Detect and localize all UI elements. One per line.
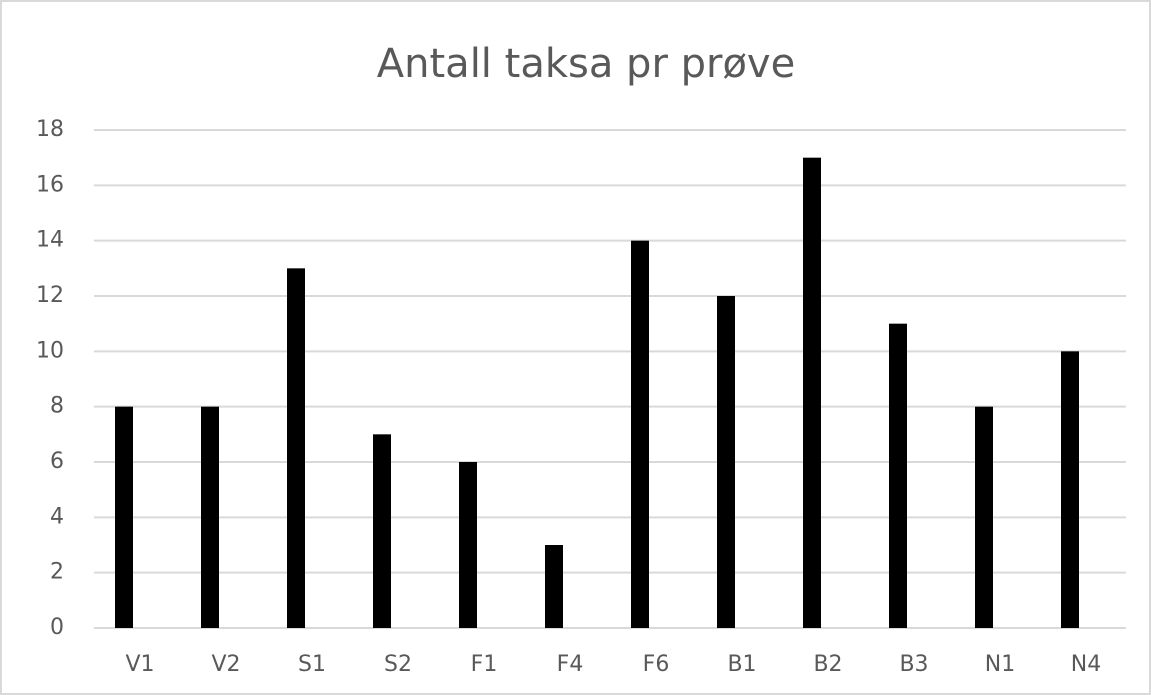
bar bbox=[803, 157, 821, 628]
bar bbox=[287, 268, 305, 628]
y-tick-label: 14 bbox=[36, 228, 64, 253]
y-tick-label: 6 bbox=[50, 449, 64, 474]
bar bbox=[373, 434, 391, 628]
x-tick-label: N1 bbox=[985, 652, 1015, 677]
y-tick-label: 2 bbox=[50, 560, 64, 585]
bar bbox=[459, 462, 477, 628]
y-tick-label: 10 bbox=[36, 338, 64, 363]
x-tick-label: S2 bbox=[384, 652, 412, 677]
bar bbox=[889, 323, 907, 628]
x-tick-label: N4 bbox=[1071, 652, 1101, 677]
x-tick-label: S1 bbox=[298, 652, 326, 677]
bar bbox=[717, 296, 735, 628]
bar bbox=[631, 240, 649, 628]
y-tick-label: 12 bbox=[36, 283, 64, 308]
x-tick-label: B3 bbox=[899, 652, 928, 677]
x-tick-label: V2 bbox=[211, 652, 240, 677]
x-tick-label: B1 bbox=[727, 652, 756, 677]
x-tick-label: F4 bbox=[557, 652, 584, 677]
y-tick-label: 8 bbox=[50, 394, 64, 419]
x-tick-label: B2 bbox=[813, 652, 842, 677]
y-tick-label: 18 bbox=[36, 117, 64, 142]
x-tick-label: V1 bbox=[125, 652, 154, 677]
y-tick-label: 16 bbox=[36, 172, 64, 197]
x-tick-label: F6 bbox=[643, 652, 670, 677]
bar bbox=[545, 545, 563, 628]
bar bbox=[201, 406, 219, 628]
bar bbox=[1061, 351, 1079, 628]
x-tick-label: F1 bbox=[471, 652, 498, 677]
chart-title: Antall taksa pr prøve bbox=[377, 41, 795, 87]
bar bbox=[975, 406, 993, 628]
y-tick-label: 0 bbox=[50, 615, 64, 640]
y-tick-label: 4 bbox=[50, 504, 64, 529]
bar bbox=[115, 406, 133, 628]
